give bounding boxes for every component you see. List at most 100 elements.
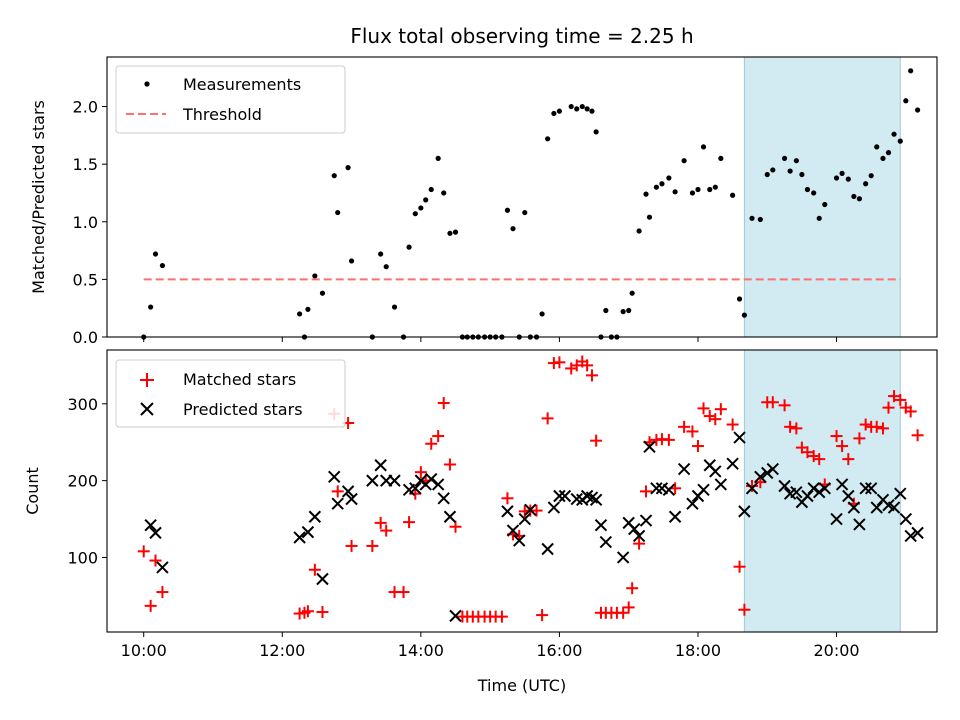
predicted-stars-point [301, 525, 315, 539]
matched-stars-point [876, 422, 889, 435]
predicted-stars-point [449, 609, 462, 623]
matched-stars-point [585, 369, 598, 382]
measurements-point [659, 181, 665, 187]
measurements-point [522, 209, 528, 216]
predicted-stars-point-b [149, 526, 162, 540]
matched-stars-point [443, 458, 456, 471]
predicted-stars-point [801, 489, 814, 503]
top-y-tick-label: 0.5 [73, 270, 98, 289]
predicted-stars-point-b [726, 457, 739, 470]
bottom-y-axis-label: Count [23, 467, 42, 515]
predicted-stars-point-b [870, 501, 883, 514]
predicted-stars-point-b [553, 489, 566, 503]
legend-label-matched-stars: Matched stars [183, 370, 296, 389]
measurements-point [856, 196, 863, 202]
predicted-stars-point [628, 522, 641, 536]
measurements-point [885, 150, 892, 156]
predicted-stars-point-b [697, 483, 710, 497]
matched-stars-point [633, 537, 646, 550]
predicted-stars-point [766, 462, 780, 476]
predicted-stars-point [366, 474, 379, 487]
predicted-stars-point [293, 531, 306, 544]
measurements-point [319, 290, 326, 296]
predicted-stars-point [709, 465, 722, 478]
measurements-point [764, 171, 770, 178]
matched-stars-point [156, 586, 169, 599]
predicted-stars-point [807, 482, 820, 495]
measurements-point [822, 201, 828, 208]
predicted-stars-point-b [882, 499, 895, 512]
legend-label-threshold: Threshold [182, 105, 262, 124]
measurements-point [718, 155, 724, 161]
bot-y-tick-label: 100 [67, 548, 98, 567]
measurements-point [312, 273, 318, 279]
legend-marker-measurements [144, 81, 150, 87]
measurements-point [730, 192, 736, 198]
measurements-point [793, 158, 799, 164]
predicted-stars-point-b [887, 501, 901, 514]
matched-stars-point [894, 393, 907, 406]
predicted-stars-point-b [585, 491, 599, 504]
measurements-point [908, 68, 914, 74]
matched-stars-point [449, 520, 462, 533]
predicted-stars-point [899, 512, 913, 526]
predicted-stars-point-b [589, 493, 603, 507]
predicted-stars-point-b [904, 529, 917, 543]
predicted-stars-point-b [738, 505, 751, 518]
predicted-stars-point-b [524, 503, 537, 517]
predicted-stars-point-b [316, 572, 329, 586]
predicted-stars-point [778, 479, 791, 493]
top-y-tick-label: 1.0 [73, 213, 98, 232]
predicted-stars-point [904, 529, 917, 543]
predicted-stars-point-b [301, 525, 315, 539]
measurements-point [148, 304, 154, 310]
matched-stars-point [662, 433, 675, 446]
predicted-stars-point [639, 514, 653, 527]
predicted-stars-point-b [156, 561, 169, 574]
measurements-point [891, 131, 897, 137]
matched-stars-point [626, 582, 639, 595]
matched-stars-point [790, 422, 803, 435]
x-tick-label: 20:00 [813, 641, 859, 660]
predicted-stars-point [308, 510, 322, 523]
measurements-point [695, 186, 701, 193]
predicted-stars-point-b [374, 459, 387, 472]
matched-stars-point [691, 440, 704, 453]
predicted-stars-point-b [616, 551, 630, 564]
measurements-point [839, 170, 845, 176]
measurements-point [681, 158, 687, 164]
predicted-stars-point-b [745, 482, 759, 495]
matched-stars-point [366, 539, 379, 552]
predicted-stars-point [853, 518, 866, 531]
predicted-stars-point [316, 572, 329, 586]
predicted-stars-point-b [328, 470, 341, 483]
measurements-point [874, 144, 880, 150]
predicted-stars-point-b [830, 512, 843, 526]
predicted-stars-point [847, 501, 861, 514]
measurements-point [452, 229, 459, 235]
predicted-stars-point [650, 482, 663, 495]
predicted-stars-point [558, 489, 572, 503]
matched-stars-point [495, 610, 508, 623]
matched-stars-point [581, 359, 594, 372]
matched-stars-point [425, 437, 438, 450]
matched-stars-point [678, 420, 691, 433]
predicted-stars-point [662, 483, 676, 497]
measurements-point [441, 190, 447, 196]
predicted-stars-point [726, 457, 739, 470]
predicted-stars-point-b [501, 505, 514, 518]
predicted-stars-point [341, 485, 355, 498]
predicted-stars-point [589, 493, 603, 507]
predicted-stars-point [599, 535, 613, 549]
predicted-stars-point [643, 440, 656, 454]
predicted-stars-point-b [650, 482, 663, 495]
x-tick-label: 12:00 [259, 641, 305, 660]
predicted-stars-point-b [547, 501, 561, 514]
predicted-stars-point [443, 510, 457, 523]
predicted-stars-point-b [570, 492, 583, 506]
predicted-stars-point-b [714, 478, 728, 491]
matched-stars-point [709, 413, 722, 426]
predicted-stars-point-b [643, 440, 656, 454]
predicted-stars-point-b [801, 489, 814, 503]
